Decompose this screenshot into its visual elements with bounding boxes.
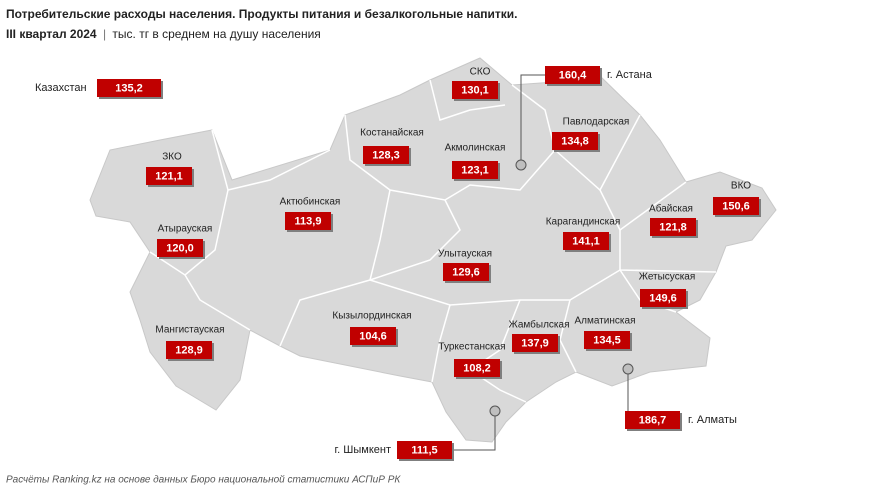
value-label: 134,8 (561, 135, 589, 147)
region-name: Кызылординская (332, 311, 411, 322)
region-name: ЗКО (162, 152, 182, 163)
leader-line (452, 411, 496, 451)
units: тыс. тг в среднем на душу населения (112, 27, 320, 41)
region-name: Алматинская (575, 316, 636, 327)
separator: | (103, 27, 106, 41)
value-box (146, 167, 192, 185)
value-label: 121,1 (155, 170, 183, 182)
value-label: 129,6 (452, 266, 480, 278)
region-name: Мангистауская (155, 325, 224, 336)
value-box (584, 331, 630, 349)
value-label: 130,1 (461, 84, 489, 96)
value-label: 120,0 (166, 242, 194, 254)
period: III квартал 2024 (6, 27, 97, 41)
value-label: 128,9 (175, 344, 203, 356)
leader-line (520, 74, 545, 165)
region-name: Актюбинская (280, 196, 341, 208)
city-dot (515, 159, 527, 171)
region-name: СКО (470, 67, 491, 78)
region-name: Костанайская (360, 128, 424, 139)
region-borders (149, 79, 717, 403)
value-label: 137,9 (521, 337, 549, 349)
value-label: 186,7 (639, 414, 667, 426)
country-name: Казахстан (35, 82, 87, 94)
value-box (350, 327, 396, 345)
region-name: Атырауская (158, 224, 213, 235)
value-label: 135,2 (115, 82, 143, 94)
value-label: 121,8 (659, 221, 687, 233)
value-label: 149,6 (649, 292, 677, 304)
region-name: Туркестанская (438, 342, 505, 353)
value-box (397, 441, 452, 459)
region-name: Жамбылская (509, 319, 570, 331)
value-box (285, 212, 331, 230)
subtitle: III квартал 2024 | тыс. тг в среднем на … (6, 27, 321, 41)
value-label: 111,5 (411, 444, 437, 456)
value-box (713, 197, 759, 215)
region-name: Улытауская (438, 249, 492, 260)
value-box (452, 161, 498, 179)
title: Потребительские расходы населения. Проду… (6, 7, 518, 21)
value-label: 113,9 (295, 215, 322, 227)
value-label: 128,3 (372, 149, 400, 161)
region-name: ВКО (731, 181, 751, 192)
region-name: Павлодарская (563, 117, 630, 128)
value-box (512, 334, 558, 352)
source-note: Расчёты Ranking.kz на основе данных Бюро… (6, 475, 401, 486)
value-box (454, 359, 500, 377)
value-label: 104,6 (359, 330, 387, 342)
value-label: 160,4 (559, 69, 587, 81)
value-label: 123,1 (461, 164, 489, 176)
value-box (563, 232, 609, 250)
region-name: Карагандинская (546, 217, 621, 228)
city-name: г. Алматы (688, 414, 737, 426)
value-label: 108,2 (463, 362, 491, 374)
value-label: 150,6 (722, 200, 750, 212)
city-name: г. Шымкент (335, 444, 392, 456)
value-box (97, 79, 161, 97)
value-box (363, 146, 409, 164)
value-box (625, 411, 680, 429)
value-label: 141,1 (572, 235, 600, 247)
city-dot (489, 405, 501, 417)
value-box (545, 66, 600, 84)
value-box (166, 341, 212, 359)
city-dot (622, 363, 634, 375)
value-box (157, 239, 203, 257)
value-box (650, 218, 696, 236)
region-name: Абайская (649, 203, 693, 215)
region-name: Жетысуская (639, 272, 696, 283)
city-name: г. Астана (607, 69, 653, 81)
value-box (452, 81, 498, 99)
value-box (552, 132, 598, 150)
value-box (640, 289, 686, 307)
value-label: 134,5 (593, 334, 621, 346)
region-name: Акмолинская (445, 143, 506, 154)
value-box (443, 263, 489, 281)
